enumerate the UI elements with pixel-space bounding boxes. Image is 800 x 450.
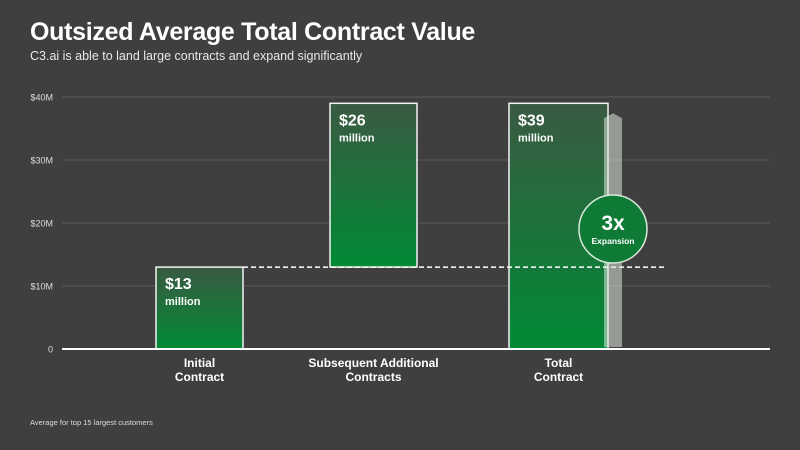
y-tick-label: 0 xyxy=(48,345,53,355)
expansion-multiplier: 3x xyxy=(601,212,625,235)
y-tick-label: $10M xyxy=(30,282,53,292)
page-subtitle: C3.ai is able to land large contracts an… xyxy=(30,49,363,63)
x-category-label: Contracts xyxy=(345,370,401,384)
expansion-badge xyxy=(578,194,648,264)
x-category-label: Contract xyxy=(534,370,583,384)
y-tick-label: $20M xyxy=(30,219,53,229)
bar-value-label: $39 xyxy=(518,112,545,129)
bar-value-label: $13 xyxy=(165,276,192,293)
bar-unit-label: million xyxy=(339,132,375,144)
x-category-label: Contract xyxy=(175,370,224,384)
x-category-label: Total xyxy=(545,356,573,370)
bar-unit-label: million xyxy=(518,132,554,144)
footnote: Average for top 15 largest customers xyxy=(30,418,153,427)
bar-unit-label: million xyxy=(165,296,201,308)
y-tick-label: $30M xyxy=(30,156,53,166)
x-category-label: Subsequent Additional xyxy=(308,356,438,370)
page-title: Outsized Average Total Contract Value xyxy=(30,18,476,46)
expansion-label: Expansion xyxy=(592,236,635,246)
bar-value-label: $26 xyxy=(339,112,366,129)
bar xyxy=(155,266,244,350)
x-category-label: Initial xyxy=(184,356,215,370)
y-tick-label: $40M xyxy=(30,93,53,103)
